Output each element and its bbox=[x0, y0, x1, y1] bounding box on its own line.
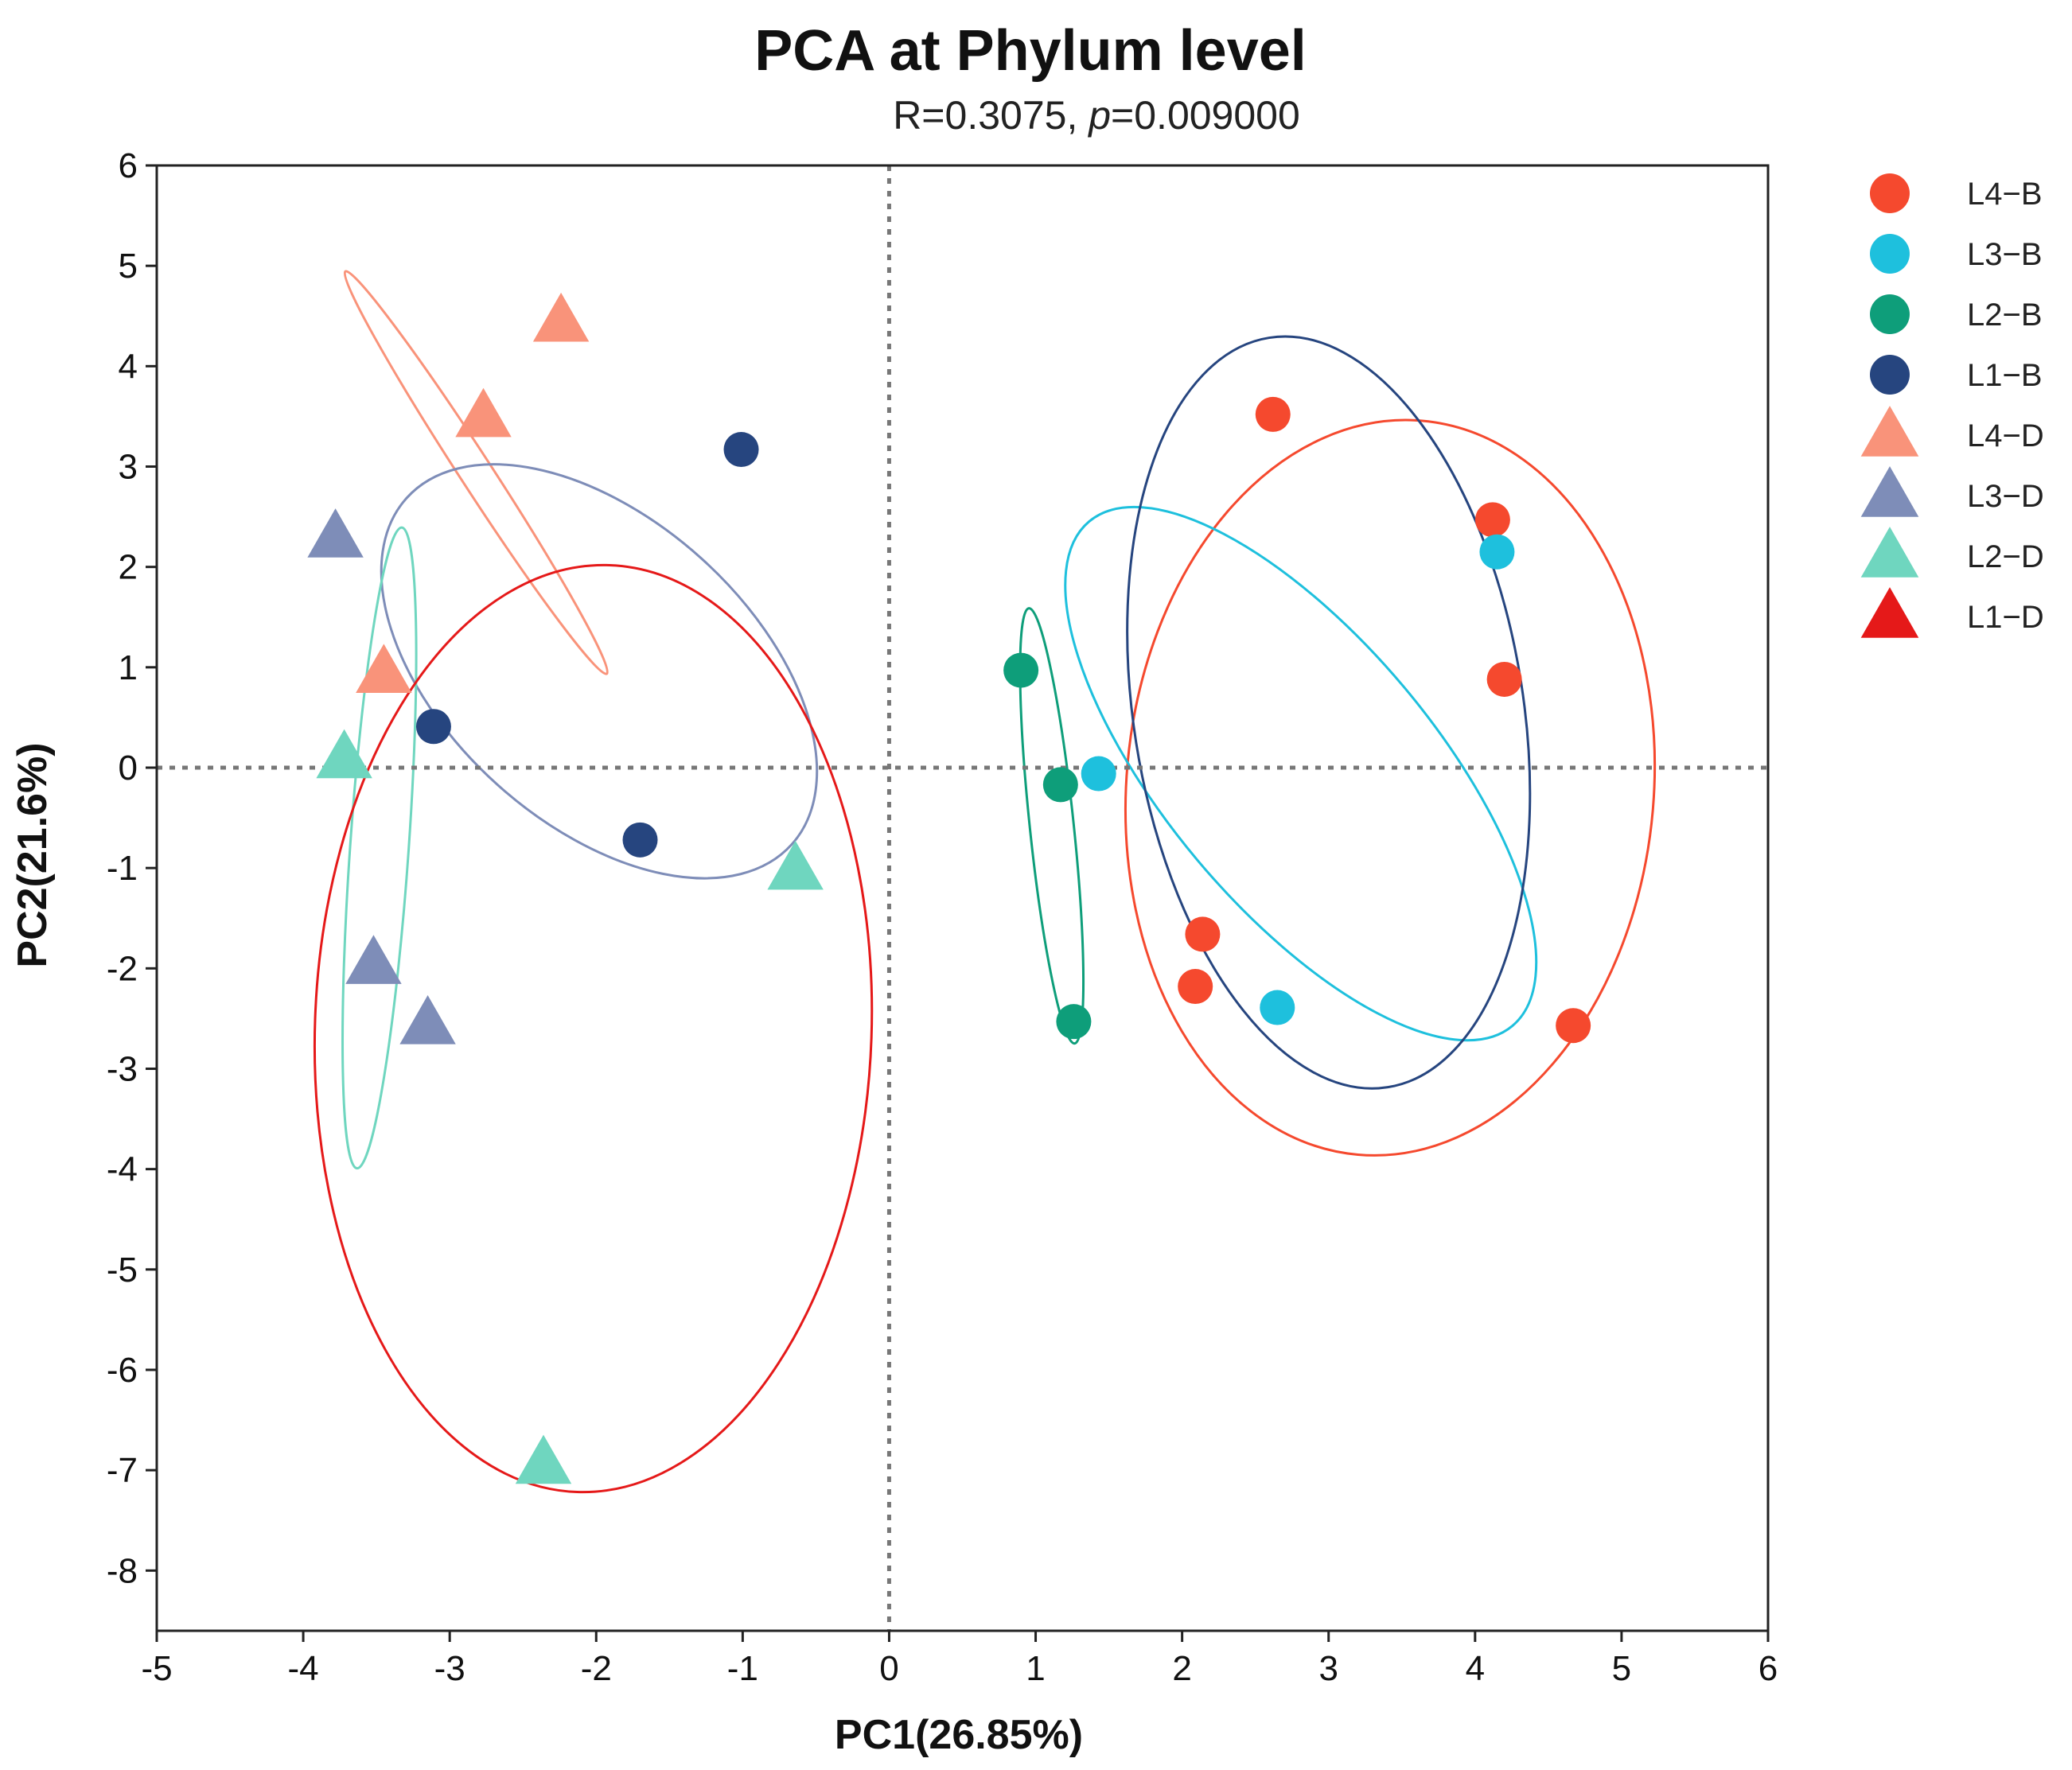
ellipse-l2-b bbox=[1018, 607, 1085, 1045]
point-l4-b bbox=[1474, 502, 1510, 538]
x-tick-label: 6 bbox=[1758, 1649, 1778, 1688]
point-l2-b bbox=[1003, 652, 1039, 688]
point-l4-b bbox=[1255, 396, 1291, 432]
point-l2-d bbox=[515, 1434, 572, 1484]
legend-label-l4-d: L4−D bbox=[1967, 418, 2044, 453]
point-l4-b bbox=[1178, 969, 1213, 1005]
y-tick-label: 2 bbox=[119, 548, 138, 587]
legend-marker-l1-d bbox=[1860, 587, 1919, 638]
point-l2-d bbox=[767, 840, 824, 890]
point-l3-d bbox=[307, 508, 364, 558]
legend-marker-l2-d bbox=[1860, 527, 1919, 578]
plot-frame bbox=[155, 164, 1770, 1632]
y-tick-label: -7 bbox=[107, 1451, 138, 1490]
y-tick-label: -3 bbox=[107, 1049, 138, 1088]
legend-label-l2-d: L2−D bbox=[1967, 539, 2044, 574]
ellipse-l1-d bbox=[313, 563, 874, 1494]
point-l4-b bbox=[1185, 916, 1221, 952]
legend: L4−B L3−B L2−B L1−B L4−D L3−D L2−D L1−D bbox=[1860, 173, 2044, 638]
legend-marker-l1-b bbox=[1870, 355, 1910, 395]
x-axis-title: PC1(26.85%) bbox=[835, 1712, 1083, 1758]
point-l4-b bbox=[1556, 1008, 1591, 1044]
x-axis-ticks: -5 -4 -3 -2 -1 0 1 2 3 4 5 6 bbox=[141, 1631, 1778, 1688]
legend-label-l1-d: L1−D bbox=[1967, 600, 2044, 635]
ellipse-l2-d bbox=[341, 526, 418, 1170]
y-tick-label: -2 bbox=[107, 949, 138, 988]
data-points bbox=[307, 292, 1591, 1484]
point-l3-d bbox=[345, 935, 402, 984]
subtitle-p-italic: p bbox=[1087, 93, 1111, 138]
point-l3-b bbox=[1479, 534, 1515, 570]
ellipse-l3-d bbox=[380, 463, 819, 880]
x-tick-label: -1 bbox=[727, 1649, 758, 1688]
y-tick-label: 3 bbox=[119, 447, 138, 486]
legend-marker-l2-b bbox=[1870, 294, 1910, 334]
x-tick-label: 3 bbox=[1318, 1649, 1338, 1688]
point-l4-b bbox=[1486, 661, 1522, 697]
legend-marker-l3-d bbox=[1860, 466, 1919, 517]
point-l2-b bbox=[1056, 1004, 1092, 1040]
ellipse-l3-b bbox=[1064, 505, 1538, 1042]
point-l4-d bbox=[356, 644, 412, 694]
x-tick-label: 0 bbox=[879, 1649, 898, 1688]
confidence-ellipses bbox=[313, 270, 1657, 1494]
point-l3-b bbox=[1260, 990, 1295, 1025]
y-tick-label: 1 bbox=[119, 648, 138, 687]
point-l1-b bbox=[415, 709, 451, 745]
y-tick-label: -5 bbox=[107, 1251, 138, 1290]
y-axis-title: PC2(21.6%) bbox=[10, 742, 56, 967]
y-tick-label: 5 bbox=[119, 247, 138, 286]
ellipse-l4-b bbox=[1124, 418, 1657, 1157]
x-tick-label: -5 bbox=[141, 1649, 172, 1688]
legend-label-l4-b: L4−B bbox=[1967, 177, 2043, 212]
y-tick-label: -4 bbox=[107, 1150, 138, 1189]
point-l3-b bbox=[1081, 756, 1116, 792]
x-tick-label: 4 bbox=[1466, 1649, 1485, 1688]
legend-label-l2-b: L2−B bbox=[1967, 298, 2043, 333]
y-tick-label: 6 bbox=[119, 146, 138, 185]
point-l2-d bbox=[316, 729, 372, 779]
y-tick-label: -8 bbox=[107, 1551, 138, 1590]
y-tick-label: 0 bbox=[119, 749, 138, 788]
point-l4-d bbox=[455, 387, 512, 438]
point-l1-b bbox=[622, 822, 658, 858]
x-tick-label: -4 bbox=[288, 1649, 319, 1688]
chart-title: PCA at Phylum level bbox=[754, 19, 1307, 83]
x-tick-label: 5 bbox=[1612, 1649, 1631, 1688]
point-l3-d bbox=[399, 994, 456, 1044]
x-tick-label: -2 bbox=[581, 1649, 612, 1688]
legend-marker-l3-b bbox=[1870, 234, 1910, 274]
y-tick-label: -1 bbox=[107, 849, 138, 888]
y-tick-label: -6 bbox=[107, 1351, 138, 1390]
y-axis-ticks: 6 5 4 3 2 1 0 -1 -2 -3 -4 -5 -6 -7 -8 bbox=[107, 146, 157, 1590]
legend-label-l3-d: L3−D bbox=[1967, 479, 2044, 514]
legend-marker-l4-b bbox=[1870, 173, 1910, 213]
legend-marker-l4-d bbox=[1860, 406, 1919, 457]
subtitle-p-value: =0.009000 bbox=[1111, 93, 1300, 138]
chart-subtitle: R=0.3075, p=0.009000 bbox=[893, 93, 1300, 138]
point-l4-d bbox=[532, 292, 590, 342]
legend-label-l1-b: L1−B bbox=[1967, 358, 2043, 393]
legend-label-l3-b: L3−B bbox=[1967, 237, 2043, 272]
x-tick-label: 1 bbox=[1026, 1649, 1045, 1688]
subtitle-stat: R=0.3075, bbox=[893, 93, 1089, 138]
x-tick-label: 2 bbox=[1172, 1649, 1191, 1688]
point-l1-b bbox=[723, 432, 759, 468]
x-tick-label: -3 bbox=[434, 1649, 465, 1688]
ellipse-l1-b bbox=[1126, 335, 1532, 1090]
y-tick-label: 4 bbox=[119, 347, 138, 386]
point-l2-b bbox=[1042, 767, 1078, 803]
reference-lines bbox=[157, 165, 1768, 1631]
